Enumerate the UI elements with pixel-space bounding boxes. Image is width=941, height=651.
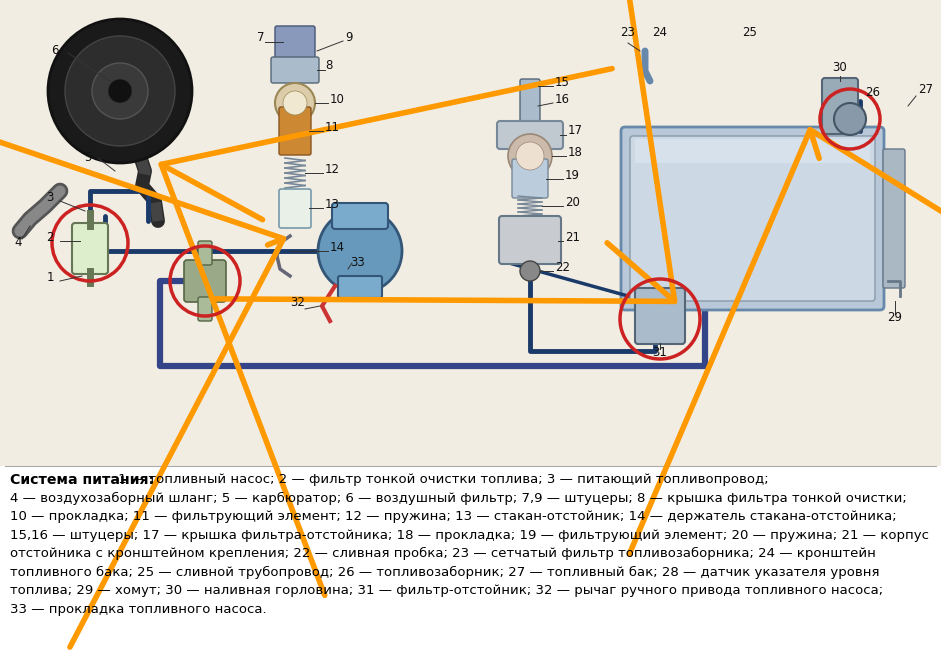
FancyArrowPatch shape	[630, 130, 941, 554]
Text: 11: 11	[325, 121, 340, 134]
Text: 14: 14	[330, 241, 345, 254]
FancyBboxPatch shape	[338, 276, 382, 298]
FancyBboxPatch shape	[520, 79, 540, 123]
FancyBboxPatch shape	[332, 203, 388, 229]
Circle shape	[520, 261, 540, 281]
Text: 26: 26	[865, 86, 880, 99]
Text: 16: 16	[555, 93, 570, 106]
Text: 18: 18	[568, 146, 582, 159]
Text: 31: 31	[652, 346, 667, 359]
Circle shape	[92, 63, 148, 119]
Text: 7: 7	[258, 31, 265, 44]
Text: 25: 25	[742, 26, 758, 39]
Text: топливного бака; 25 — сливной трубопровод; 26 — топливозаборник; 27 — топливный : топливного бака; 25 — сливной трубопрово…	[10, 566, 880, 579]
FancyArrowPatch shape	[161, 68, 612, 596]
Text: отстойника с кронштейном крепления; 22 — сливная пробка; 23 — сетчатый фильтр то: отстойника с кронштейном крепления; 22 —…	[10, 547, 876, 560]
Text: 12: 12	[325, 163, 340, 176]
Text: 30: 30	[833, 61, 848, 74]
Text: 22: 22	[555, 261, 570, 274]
Circle shape	[508, 134, 552, 178]
FancyBboxPatch shape	[621, 127, 884, 310]
FancyBboxPatch shape	[630, 136, 875, 301]
Text: 21: 21	[565, 231, 580, 244]
Text: 1 — топливный насос; 2 — фильтр тонкой очистки топлива; 3 — питающий топливопров: 1 — топливный насос; 2 — фильтр тонкой о…	[114, 473, 769, 486]
Text: 33 — прокладка топливного насоса.: 33 — прокладка топливного насоса.	[10, 602, 266, 615]
Text: 2: 2	[46, 231, 54, 244]
Text: 8: 8	[325, 59, 332, 72]
FancyBboxPatch shape	[198, 241, 212, 265]
Text: 20: 20	[565, 196, 580, 209]
Text: 33: 33	[350, 256, 365, 269]
FancyBboxPatch shape	[822, 78, 858, 134]
Text: 10: 10	[330, 93, 344, 106]
Text: 29: 29	[887, 311, 902, 324]
Text: 1: 1	[46, 271, 54, 284]
FancyBboxPatch shape	[883, 149, 905, 288]
FancyBboxPatch shape	[635, 139, 870, 163]
Circle shape	[108, 79, 132, 103]
Text: 27: 27	[918, 83, 933, 96]
Bar	[0, 0, 941, 466]
FancyBboxPatch shape	[279, 107, 311, 155]
FancyBboxPatch shape	[279, 189, 311, 228]
FancyBboxPatch shape	[499, 216, 561, 264]
FancyBboxPatch shape	[198, 297, 212, 321]
Text: 23: 23	[620, 26, 635, 39]
Text: 6: 6	[51, 44, 58, 57]
Text: 28: 28	[0, 650, 1, 651]
Circle shape	[65, 36, 175, 146]
FancyBboxPatch shape	[271, 57, 319, 83]
FancyArrowPatch shape	[0, 90, 283, 647]
Text: 24: 24	[652, 26, 667, 39]
FancyBboxPatch shape	[184, 260, 226, 302]
Text: 4: 4	[14, 236, 22, 249]
Text: 17: 17	[568, 124, 583, 137]
Text: 9: 9	[345, 31, 353, 44]
Bar	[0, 466, 941, 651]
Text: Система питания:: Система питания:	[10, 473, 154, 487]
Text: 32: 32	[290, 296, 305, 309]
Circle shape	[275, 83, 315, 123]
FancyBboxPatch shape	[497, 121, 563, 149]
Text: топлива; 29 — хомут; 30 — наливная горловина; 31 — фильтр-отстойник; 32 — рычаг : топлива; 29 — хомут; 30 — наливная горло…	[10, 584, 883, 597]
Text: 4 — воздухозаборный шланг; 5 — карбюратор; 6 — воздушный фильтр; 7,9 — штуцеры; : 4 — воздухозаборный шланг; 5 — карбюрато…	[10, 492, 907, 505]
Text: 19: 19	[565, 169, 580, 182]
Text: 5: 5	[85, 151, 91, 164]
Circle shape	[318, 209, 402, 293]
Circle shape	[834, 103, 866, 135]
FancyBboxPatch shape	[635, 288, 685, 344]
FancyBboxPatch shape	[275, 26, 315, 58]
Circle shape	[48, 19, 192, 163]
Text: 10 — прокладка; 11 — фильтрующий элемент; 12 — пружина; 13 — стакан-отстойник; 1: 10 — прокладка; 11 — фильтрующий элемент…	[10, 510, 897, 523]
Circle shape	[516, 142, 544, 170]
Circle shape	[283, 91, 307, 115]
FancyArrowPatch shape	[214, 0, 675, 301]
Text: 15,16 — штуцеры; 17 — крышка фильтра-отстойника; 18 — прокладка; 19 — фильтрующи: 15,16 — штуцеры; 17 — крышка фильтра-отс…	[10, 529, 929, 542]
Text: 3: 3	[46, 191, 54, 204]
FancyBboxPatch shape	[72, 223, 108, 274]
FancyBboxPatch shape	[512, 159, 548, 198]
Text: 15: 15	[555, 76, 570, 89]
Text: 13: 13	[325, 198, 340, 211]
